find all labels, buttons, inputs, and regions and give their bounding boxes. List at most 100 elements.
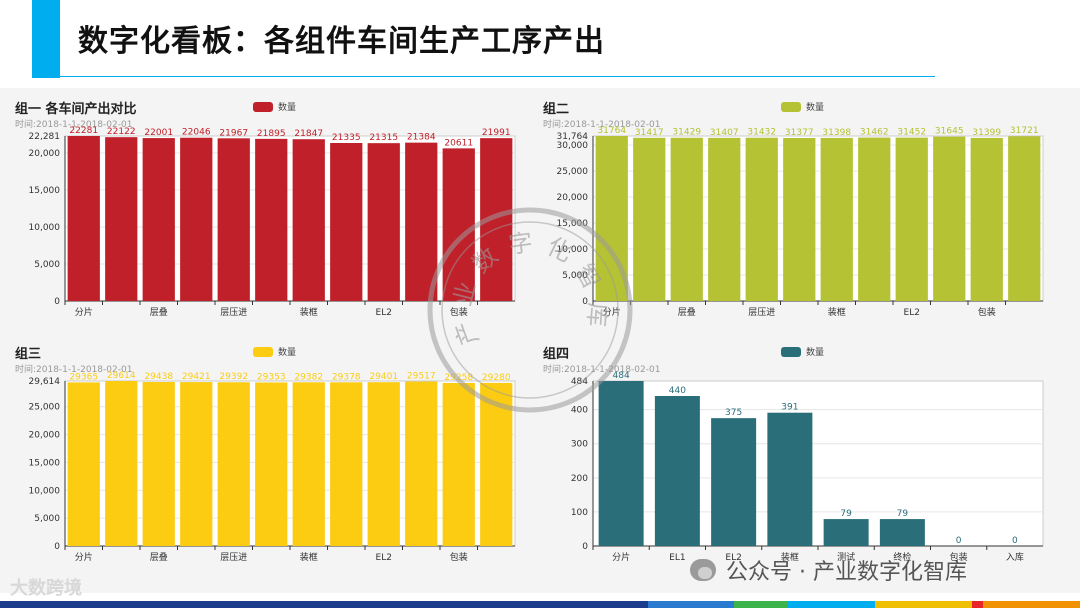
bar bbox=[255, 382, 288, 546]
bar bbox=[405, 381, 438, 546]
x-tick-label: 层叠 bbox=[150, 307, 168, 318]
bar bbox=[180, 382, 213, 546]
data-label: 31462 bbox=[860, 128, 889, 138]
chart-panel-group-2: 组二 时间:2018-1-1-2018-02-01 数量 0 5,000 10,00… bbox=[543, 96, 1053, 341]
bar bbox=[480, 138, 513, 301]
data-label: 22122 bbox=[107, 127, 136, 137]
bar bbox=[879, 519, 925, 546]
chart-legend[interactable]: 数量 bbox=[781, 100, 824, 113]
footer-segment bbox=[734, 601, 789, 608]
data-label: 31432 bbox=[747, 128, 776, 138]
x-tick-label: 入库 bbox=[1006, 551, 1024, 563]
y-tick-label: 20,000 bbox=[557, 193, 589, 203]
bar bbox=[67, 136, 100, 301]
data-label: 29353 bbox=[257, 372, 286, 382]
x-tick-label: 层叠 bbox=[678, 307, 696, 318]
y-tick-label: 100 bbox=[571, 508, 588, 518]
y-tick-label: 400 bbox=[571, 406, 588, 416]
x-tick-label: 层压进 bbox=[220, 307, 247, 318]
bar bbox=[895, 137, 928, 301]
y-tick-label: 0 bbox=[54, 542, 60, 552]
x-tick-label: 包装 bbox=[450, 306, 468, 318]
x-tick-label: 装框 bbox=[300, 306, 318, 318]
bar-chart: 0 5,000 10,000 15,000 20,000 25,000 30,00031,7… bbox=[557, 126, 1044, 318]
bar bbox=[711, 418, 757, 546]
y-max-label: 484 bbox=[571, 377, 588, 387]
data-label: 375 bbox=[725, 408, 742, 418]
bar bbox=[595, 136, 628, 301]
bar-chart: 0 100 200 300 400 484 484 分片 440 EL1 375 EL2 391 装框 79… bbox=[571, 371, 1044, 563]
bar bbox=[823, 519, 869, 546]
data-label: 29258 bbox=[444, 373, 473, 383]
y-tick-label: 25,000 bbox=[557, 167, 589, 177]
data-label: 21967 bbox=[219, 128, 248, 138]
data-label: 22281 bbox=[69, 126, 98, 136]
y-tick-label: 20,000 bbox=[29, 149, 61, 159]
x-tick-label: 装框 bbox=[300, 551, 318, 563]
x-tick-label: 层压进 bbox=[748, 307, 775, 318]
y-tick-label: 5,000 bbox=[34, 260, 60, 270]
data-label: 22046 bbox=[182, 128, 211, 138]
bar bbox=[858, 137, 891, 301]
bar bbox=[330, 143, 363, 301]
chart-title: 组三 bbox=[15, 347, 42, 362]
x-tick-label: 包装 bbox=[978, 306, 996, 318]
bar bbox=[767, 412, 813, 546]
chart-legend[interactable]: 数量 bbox=[781, 345, 824, 358]
chart-panel-group-4: 组四 时间:2018-1-1-2018-02-01 数量 0 100 200 300 4… bbox=[543, 341, 1053, 586]
y-tick-label: 5,000 bbox=[562, 271, 588, 281]
y-max-label: 22,281 bbox=[29, 132, 61, 142]
wechat-text: 公众号 · 产业数字化智库 bbox=[726, 560, 967, 585]
data-label: 29382 bbox=[294, 372, 323, 382]
x-tick-label: 分片 bbox=[612, 551, 630, 563]
data-label: 21895 bbox=[257, 129, 286, 139]
chart-legend[interactable]: 数量 bbox=[253, 345, 296, 358]
data-label: 29392 bbox=[219, 372, 248, 382]
bar bbox=[783, 138, 816, 301]
chart-subtitle: 时间:2018-1-1-2018-02-01 bbox=[15, 365, 133, 375]
chart-panel-group-3: 组三 时间:2018-1-1-2018-02-01 数量 0 5,000 10,00… bbox=[15, 341, 525, 586]
y-tick-label: 200 bbox=[571, 474, 588, 484]
x-tick-label: 装框 bbox=[828, 306, 846, 318]
x-tick-label: 层压进 bbox=[220, 552, 247, 563]
x-tick-label: EL1 bbox=[669, 553, 685, 563]
brand-logo: 大数跨境 bbox=[10, 578, 82, 599]
bar bbox=[67, 382, 100, 546]
footer-segment bbox=[648, 601, 735, 608]
bar bbox=[405, 142, 438, 301]
x-tick-label: 测试 bbox=[837, 551, 855, 563]
x-tick-label: 装框 bbox=[781, 551, 799, 563]
page-title: 数字化看板：各组件车间生产工序产出 bbox=[78, 24, 605, 59]
data-label: 31417 bbox=[635, 128, 664, 138]
y-tick-label: 30,000 bbox=[557, 141, 589, 151]
chart-panel-group-1: 组一 各车间产出对比 时间:2018-1-1-2018-02-01 数量 0 5,… bbox=[15, 96, 525, 341]
x-tick-label: 层叠 bbox=[150, 552, 168, 563]
wechat-icon bbox=[690, 559, 716, 581]
chart-legend[interactable]: 数量 bbox=[253, 100, 296, 113]
data-label: 0 bbox=[956, 536, 962, 546]
data-label: 29401 bbox=[369, 372, 398, 382]
data-label: 31407 bbox=[710, 128, 739, 138]
legend-label: 数量 bbox=[278, 103, 297, 113]
data-label: 79 bbox=[840, 509, 852, 519]
bar bbox=[180, 137, 213, 301]
data-label: 21315 bbox=[369, 133, 398, 143]
bar bbox=[367, 382, 400, 546]
bar bbox=[820, 137, 853, 301]
x-tick-label: EL2 bbox=[904, 308, 920, 318]
bar bbox=[142, 138, 175, 301]
legend-swatch bbox=[253, 101, 273, 112]
bar-chart: 0 5,000 10,000 15,000 20,000 22,281 22281 分片 221… bbox=[29, 126, 516, 318]
footer-segment bbox=[788, 601, 875, 608]
bar bbox=[142, 381, 175, 546]
data-label: 29365 bbox=[69, 372, 98, 382]
wechat-credit: 公众号 · 产业数字化智库 bbox=[690, 554, 967, 586]
bar bbox=[708, 137, 741, 301]
chart-subtitle: 时间:2018-1-1-2018-02-01 bbox=[543, 120, 661, 130]
data-label: 31764 bbox=[597, 126, 626, 136]
bar bbox=[633, 137, 666, 301]
x-tick-label: 分片 bbox=[75, 306, 93, 318]
y-tick-label: 0 bbox=[582, 297, 588, 307]
y-tick-label: 25,000 bbox=[29, 403, 61, 413]
x-tick-label: EL2 bbox=[376, 553, 392, 563]
